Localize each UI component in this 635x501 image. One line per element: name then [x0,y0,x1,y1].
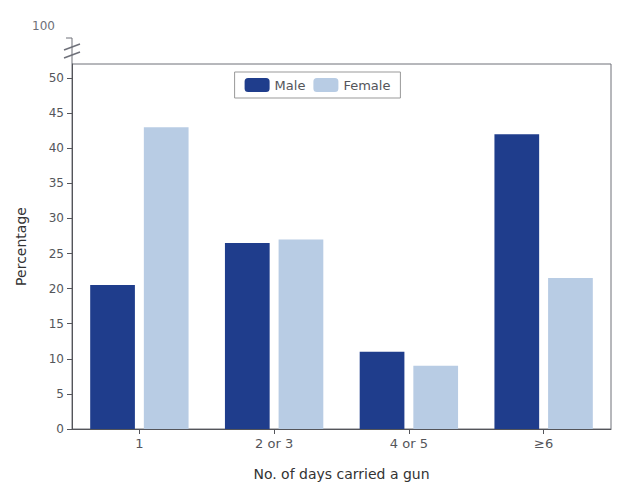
svg-text:45: 45 [49,106,64,120]
svg-text:40: 40 [49,141,64,155]
svg-text:35: 35 [49,176,64,190]
svg-text:100: 100 [32,19,55,33]
svg-text:2 or 3: 2 or 3 [255,436,293,451]
svg-text:Male: Male [275,78,306,93]
svg-text:Percentage: Percentage [13,207,29,286]
svg-text:5: 5 [56,387,64,401]
svg-text:50: 50 [49,71,64,85]
svg-text:20: 20 [49,282,64,296]
svg-text:4 or 5: 4 or 5 [390,436,428,451]
svg-text:≥6: ≥6 [534,436,553,451]
svg-text:10: 10 [49,352,64,366]
svg-text:No. of days carried a gun: No. of days carried a gun [253,466,429,482]
svg-text:Female: Female [343,78,390,93]
svg-text:25: 25 [49,247,64,261]
svg-text:30: 30 [49,211,64,225]
svg-text:15: 15 [49,317,64,331]
svg-text:0: 0 [56,422,64,436]
svg-text:1: 1 [135,436,143,451]
